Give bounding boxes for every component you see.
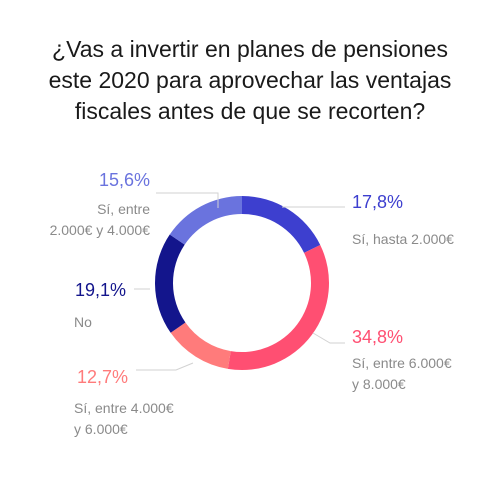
donut-slice — [170, 322, 231, 369]
slice-category-label: Sí, hasta 2.000€ — [352, 231, 454, 247]
leader-line — [136, 362, 194, 371]
slice-category-label: No — [74, 314, 92, 330]
title-line: este 2020 para aprovechar las ventajas — [48, 67, 452, 93]
donut-slice — [242, 196, 321, 253]
title-line: fiscales antes de que se recorten? — [74, 98, 426, 124]
chart-title: ¿Vas a invertir en planes de pensiones e… — [0, 34, 500, 127]
slice-value-label: 12,7% — [77, 367, 128, 387]
slice-category-label: 2.000€ y 4.000€ — [50, 222, 151, 238]
slice-category-label: Sí, entre 4.000€ — [74, 400, 174, 416]
leader-line — [312, 332, 345, 344]
donut-slice — [227, 244, 329, 370]
title-line: ¿Vas a invertir en planes de pensiones — [52, 36, 448, 62]
leader-line — [156, 192, 219, 208]
slice-category-label: y 8.000€ — [352, 376, 406, 392]
donut-slice — [169, 196, 242, 245]
slice-category-label: Sí, entre 6.000€ — [352, 355, 452, 371]
slice-value-label: 17,8% — [352, 192, 403, 212]
slice-category-label: y 6.000€ — [74, 421, 128, 437]
slice-value-label: 19,1% — [75, 280, 126, 300]
slice-value-label: 34,8% — [352, 327, 403, 347]
slice-value-label: 15,6% — [99, 170, 150, 190]
slice-category-label: Sí, entre — [97, 201, 150, 217]
donut-slice — [155, 234, 186, 333]
